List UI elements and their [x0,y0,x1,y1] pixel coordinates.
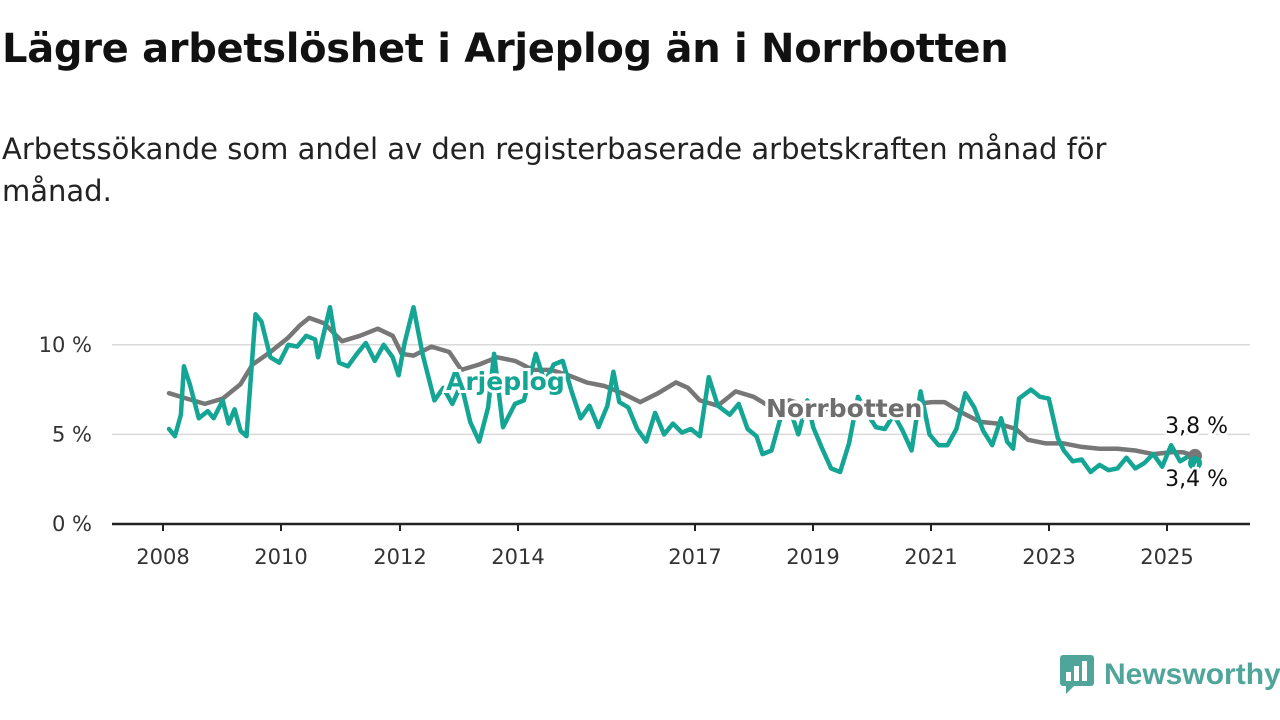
series-label-norrbotten: Norrbotten [766,394,922,423]
chart-subtitle: Arbetssökande som andel av den registerb… [2,132,1107,208]
grid-lines: 0 % 5 % 10 % [39,333,1250,536]
newsworthy-logo-icon [1060,655,1094,694]
y-tick-label: 0 % [52,512,92,536]
series-lines [166,304,1202,475]
series-line-arjeplog [166,304,1198,475]
end-label-arjeplog: 3,4 % [1165,467,1228,492]
x-tick-label: 2023 [1022,545,1075,569]
x-tick-label: 2025 [1140,545,1193,569]
end-label-norrbotten: 3,8 % [1165,414,1228,439]
x-tick-label: 2021 [904,545,957,569]
x-tick-label: 2008 [136,545,189,569]
series-labels: 3,8 % 3,4 % Arjeplog Norrbotten [443,364,1231,495]
x-tick-label: 2014 [491,545,544,569]
brand-name: Newsworthy [1104,658,1280,691]
series-line-norrbotten [166,315,1198,459]
x-tick-label: 2012 [373,545,426,569]
chart-title: Lägre arbetslöshet i Arjeplog än i Norrb… [2,26,1009,72]
newsworthy-brand[interactable]: Newsworthy [1060,654,1280,696]
x-axis: 2008 2010 2012 2014 2017 2019 2021 2023 2025 [112,522,1250,569]
x-tick-label: 2010 [254,545,307,569]
y-tick-label: 5 % [52,422,92,446]
y-tick-label: 10 % [39,333,92,357]
series-label-arjeplog: Arjeplog [446,367,565,396]
x-tick-label: 2019 [786,545,839,569]
end-point-arjeplog [1188,456,1202,471]
x-tick-label: 2017 [668,545,721,569]
